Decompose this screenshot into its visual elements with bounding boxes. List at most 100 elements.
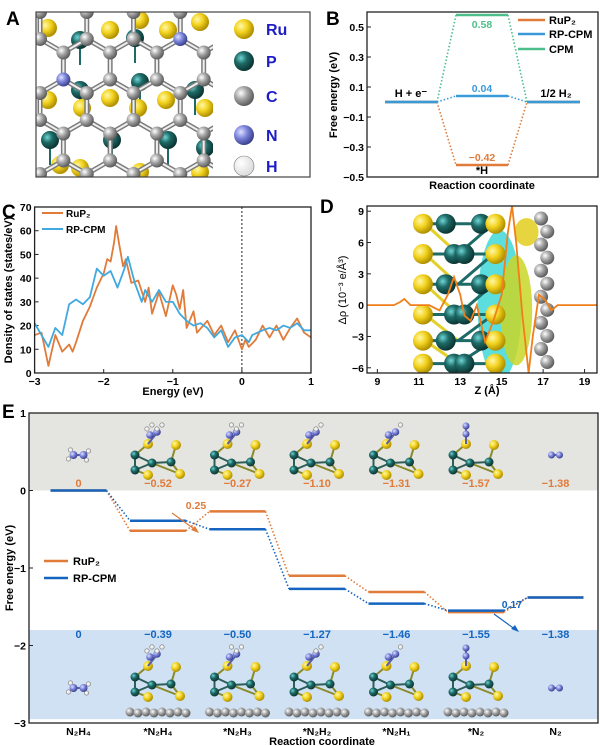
y-tick-label: 20 — [20, 321, 32, 333]
bond — [306, 655, 316, 667]
atom-C — [243, 208, 257, 222]
atom-C — [324, 708, 334, 718]
atom-C — [420, 708, 429, 718]
legend-label: CPM — [549, 44, 573, 56]
atom-Y — [381, 692, 392, 702]
panel-d-chart: 9 6 3 0 −3 −6 9 11 13 15 17 19 Δρ (10⁻³ e/Å³) Z (Å) — [336, 205, 598, 397]
legend-atom-h — [233, 155, 255, 177]
x-tick-label: −1 — [167, 376, 179, 388]
connector — [185, 519, 210, 531]
atom-C — [36, 167, 47, 177]
atom-C — [540, 224, 555, 239]
atom-C — [56, 235, 70, 249]
atom-C — [56, 45, 71, 60]
atom-C — [220, 32, 234, 46]
connector — [105, 490, 131, 522]
atom-Y — [413, 691, 424, 701]
atom-P — [465, 680, 475, 690]
series-line-0 — [34, 225, 312, 367]
atom-C — [290, 289, 304, 303]
atom-C — [245, 708, 254, 718]
bond — [40, 12, 43, 13]
value-label: −1.27 — [303, 629, 331, 641]
bond — [0, 39, 17, 53]
atom-C — [364, 707, 373, 717]
atom-C — [220, 167, 234, 181]
bond — [250, 0, 273, 12]
bond — [110, 282, 133, 296]
series-line-1 — [33, 255, 311, 348]
atom-C — [150, 0, 164, 6]
atom-C — [33, 194, 47, 208]
atom-C — [372, 708, 381, 718]
atom-N — [391, 428, 400, 436]
atom-H — [84, 690, 90, 696]
panel-a-structure: Ru P C NH — [0, 0, 311, 303]
connector — [507, 95, 528, 103]
atom-Y — [493, 691, 503, 701]
catalyst-cluster — [130, 422, 185, 480]
bond — [133, 12, 139, 15]
atom-Y — [485, 213, 506, 234]
legend-label: RP-CPM — [73, 573, 116, 585]
bond — [274, 201, 297, 215]
atom-C — [284, 707, 294, 717]
atom-P — [130, 687, 140, 697]
atom-P — [227, 458, 236, 468]
atom-C — [103, 0, 117, 6]
atom-C — [79, 167, 94, 177]
atom-Y — [175, 691, 185, 701]
bond — [36, 12, 40, 15]
top-band — [29, 413, 598, 491]
bond — [151, 462, 181, 475]
value-label: −1.57 — [462, 478, 490, 490]
atom-C — [103, 45, 118, 60]
bond — [250, 39, 273, 53]
connector — [185, 510, 211, 532]
legend-label: RuP₂ — [549, 15, 576, 27]
value-label: −0.27 — [224, 478, 252, 490]
atom-P — [405, 457, 414, 467]
atom-P — [306, 680, 316, 690]
atom-C — [56, 126, 71, 141]
isosurface-accumulation — [500, 255, 533, 366]
atom-C — [243, 73, 257, 87]
atom-Y — [191, 13, 209, 31]
atom-P — [369, 672, 378, 682]
y-tick-label: 0.5 — [349, 22, 364, 34]
atom-C — [149, 153, 164, 168]
connector — [503, 596, 528, 613]
bond — [250, 201, 273, 215]
y-tick-label: 0 — [26, 368, 32, 380]
state-label: *H — [476, 165, 488, 177]
atom-C — [149, 45, 164, 60]
atom-C — [79, 86, 94, 100]
atom-Y — [412, 330, 433, 351]
y-tick-label: 40 — [20, 273, 32, 285]
atom-Y — [334, 691, 344, 701]
atom-C — [267, 194, 281, 208]
bond — [469, 462, 499, 475]
atom-P — [147, 680, 157, 690]
x-tick-label: −3 — [29, 376, 41, 388]
bond — [40, 12, 46, 15]
molecule-n2 — [548, 684, 563, 692]
y-tick-label: −1 — [14, 563, 26, 575]
atom-C — [540, 355, 555, 370]
atom-C — [157, 707, 167, 717]
state-label: 1/2 H₂ — [540, 88, 571, 100]
atom-Y — [330, 662, 340, 672]
atom-C — [220, 113, 234, 127]
atom-C — [103, 72, 118, 87]
atom-N — [305, 431, 313, 439]
x-tick-label: −2 — [98, 376, 110, 388]
bond — [110, 282, 133, 296]
panel-e-chart: 0 −0.52 −0.27 −1.10 −1.31 −1.57 −1.38 RuP₂ 0 −0.3… — [4, 408, 599, 746]
atom-C — [220, 86, 234, 100]
atom-C — [79, 113, 94, 127]
bond — [250, 282, 273, 296]
atom-N — [225, 431, 234, 439]
atom-H — [239, 644, 245, 650]
atom-P — [470, 213, 491, 234]
